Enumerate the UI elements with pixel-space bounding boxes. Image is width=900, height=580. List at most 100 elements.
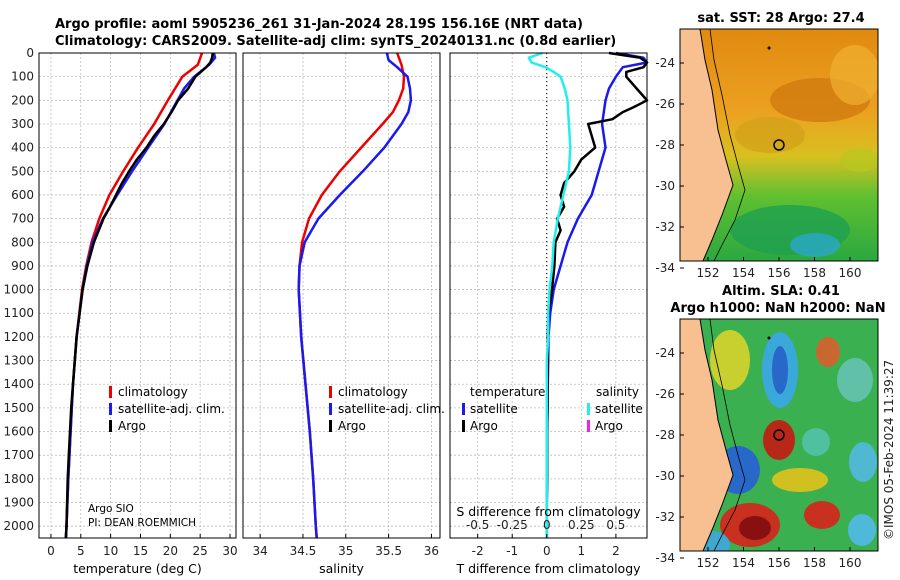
- y-tick-label: 1700: [3, 448, 34, 462]
- map-y-tick-label: -30: [655, 179, 675, 193]
- y-tick-label: 400: [11, 141, 34, 155]
- map-y-tick-label: -32: [655, 220, 675, 234]
- s-axis-label: S difference from climatology: [456, 504, 641, 519]
- map-y-tick-label: -24: [655, 56, 675, 70]
- legend-climatology: climatology: [338, 385, 408, 399]
- difference-legend: temperature salinity satellite Argo sate…: [462, 385, 643, 433]
- temperature-legend: climatology satellite-adj. clim. Argo: [109, 385, 225, 433]
- map-y-tick-label: -30: [655, 469, 675, 483]
- land-australia: [680, 29, 733, 261]
- sla-map: -24 -26 -28 -30 -32 -34 152 154 156 158 160: [655, 318, 879, 570]
- map-x-tick-label: 154: [732, 556, 755, 570]
- argo-location-marker: [773, 139, 785, 151]
- y-tick-label: 1300: [3, 354, 34, 368]
- legend-s-satellite: satellite: [595, 402, 643, 416]
- x-tick-label: -2: [472, 544, 484, 558]
- legend-swatch-argo: [109, 420, 112, 432]
- x-tick-label: 25: [193, 544, 208, 558]
- sst-map-axes: -24 -26 -28 -30 -32 -34 152 154 156 158 160: [655, 56, 861, 280]
- legend-swatch-satellite: [109, 403, 112, 415]
- series-s-satellite: [527, 51, 572, 538]
- legend-swatch-s-argo: [587, 420, 590, 432]
- map-x-tick-label: 158: [803, 266, 826, 280]
- x-axis-label: T difference from climatology: [455, 561, 641, 576]
- bathymetry-contour: [709, 319, 746, 551]
- y-tick-label: 500: [11, 164, 34, 178]
- x-tick-label: 2: [612, 544, 620, 558]
- y-tick-label: 1900: [3, 496, 34, 510]
- y-tick-label: 2000: [3, 519, 34, 533]
- x-tick-label: 34: [252, 544, 267, 558]
- legend-swatch-t-satellite: [462, 403, 465, 415]
- x-tick-label: 15: [133, 544, 148, 558]
- sla-eddies: [680, 319, 877, 551]
- map-x-tick-label: 154: [732, 266, 755, 280]
- sst-patches: [680, 29, 878, 261]
- legend-s-argo: Argo: [595, 419, 623, 433]
- argo-location-marker: [773, 429, 785, 441]
- series-climatology: [64, 52, 204, 539]
- series-climatology: [297, 52, 406, 539]
- float-info-institution: Argo SIO: [88, 503, 134, 515]
- y-tick-label: 0: [26, 46, 34, 60]
- map-x-tick-label: 156: [768, 266, 791, 280]
- salinity-legend: climatology satellite-adj. clim. Argo: [329, 385, 445, 433]
- legend-swatch-s-satellite: [587, 403, 590, 415]
- sst-map-title: sat. SST: 28 Argo: 27.4: [697, 11, 864, 26]
- sla-map-title-line1: Altim. SLA: 0.41: [722, 284, 840, 299]
- map-x-tick-label: 156: [768, 556, 791, 570]
- s-tick-label: 0: [543, 518, 551, 532]
- x-tick-label: 10: [103, 544, 118, 558]
- legend-title-temperature: temperature: [470, 385, 545, 399]
- y-tick-label: 1000: [3, 283, 34, 297]
- island-dot: [767, 46, 771, 50]
- series-argo: [64, 52, 214, 539]
- legend-satellite: satellite-adj. clim.: [118, 402, 225, 416]
- map-x-tick-label: 160: [839, 556, 862, 570]
- legend-swatch-climatology: [329, 386, 332, 398]
- x-tick-label: 35.5: [375, 544, 402, 558]
- x-axis-label: salinity: [319, 561, 364, 576]
- x-tick-label: -1: [506, 544, 518, 558]
- legend-argo: Argo: [338, 419, 366, 433]
- legend-satellite: satellite-adj. clim.: [338, 402, 445, 416]
- x-tick-label: 36: [424, 544, 439, 558]
- plot-frame: [242, 52, 441, 539]
- y-tick-label: 1500: [3, 401, 34, 415]
- x-tick-label: 0: [47, 544, 55, 558]
- map-x-tick-label: 152: [697, 266, 720, 280]
- map-y-tick-label: -26: [655, 387, 675, 401]
- map-x-tick-label: 158: [803, 556, 826, 570]
- map-y-tick-label: -34: [655, 551, 675, 565]
- map-y-tick-label: -28: [655, 138, 675, 152]
- x-tick-label: 0: [543, 544, 551, 558]
- coastline: [699, 29, 734, 261]
- series-t-argo: [545, 51, 649, 538]
- y-tick-label: 900: [11, 259, 34, 273]
- legend-argo: Argo: [118, 419, 146, 433]
- map-x-tick-label: 152: [697, 556, 720, 570]
- map-y-tick-label: -26: [655, 97, 675, 111]
- y-tick-label: 100: [11, 70, 34, 84]
- x-tick-label: 20: [163, 544, 178, 558]
- y-tick-label: 1100: [3, 306, 34, 320]
- island-dot: [767, 336, 771, 340]
- s-tick-label: 0.5: [606, 518, 625, 532]
- bathymetry-contour: [709, 29, 746, 261]
- sla-map-axes: -24 -26 -28 -30 -32 -34 152 154 156 158 160: [655, 346, 861, 570]
- map-y-tick-label: -28: [655, 428, 675, 442]
- x-tick-label: 5: [77, 544, 85, 558]
- map-x-tick-label: 160: [839, 266, 862, 280]
- x-tick-label: 30: [222, 544, 237, 558]
- y-tick-label: 200: [11, 93, 34, 107]
- y-tick-label: 1400: [3, 377, 34, 391]
- legend-swatch-climatology: [109, 386, 112, 398]
- y-tick-label: 1800: [3, 472, 34, 486]
- sla-map-title-line2: Argo h1000: NaN h2000: NaN: [670, 301, 885, 316]
- plot-frame: [38, 52, 237, 539]
- temperature-panel: 0100200300400500600700800900100011001200…: [3, 46, 237, 576]
- coastline: [699, 319, 734, 551]
- legend-title-salinity: salinity: [596, 385, 639, 399]
- y-tick-label: 700: [11, 212, 34, 226]
